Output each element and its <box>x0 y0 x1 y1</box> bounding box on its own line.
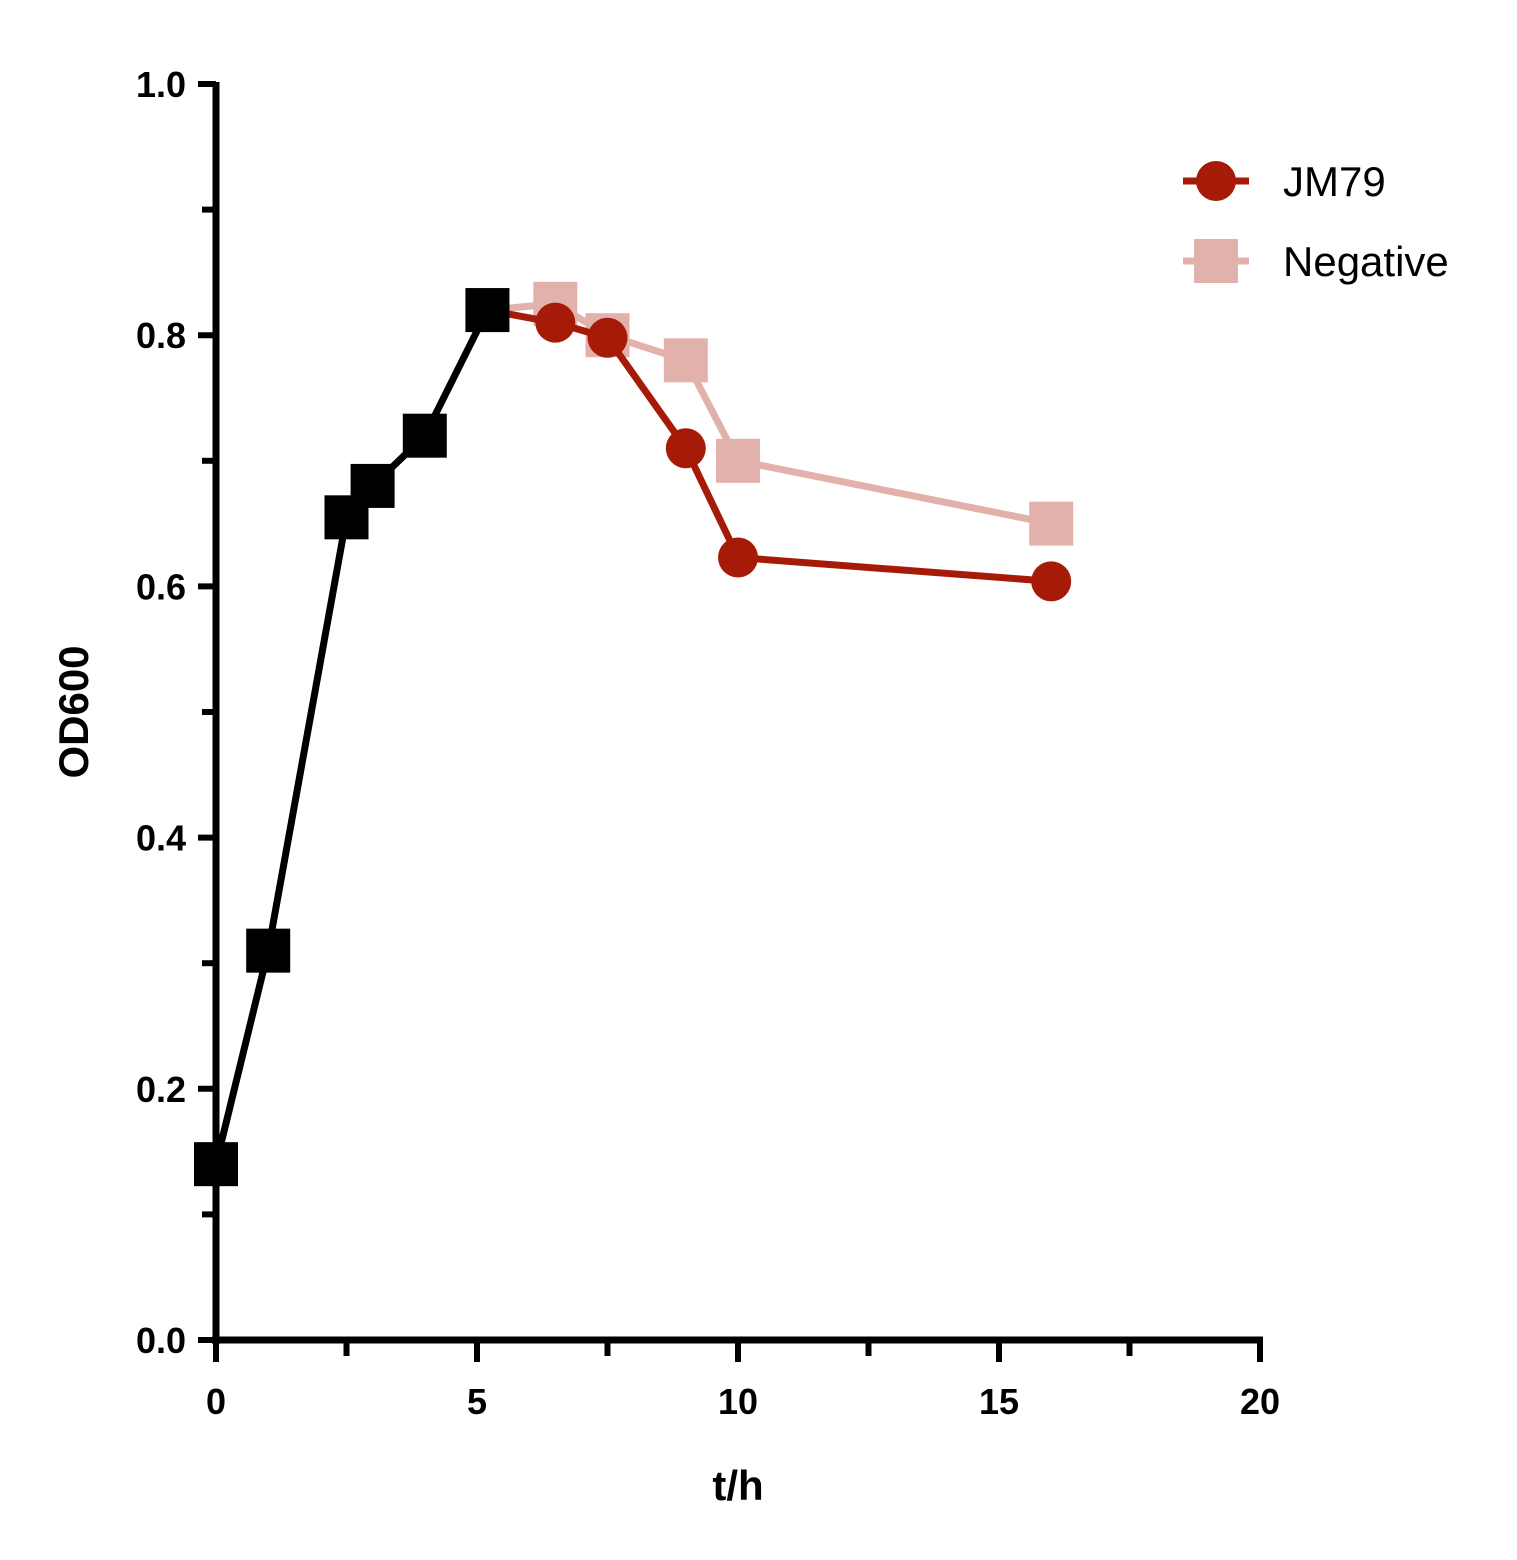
series-line <box>486 306 1052 585</box>
data-point <box>402 413 447 458</box>
data-point <box>535 302 576 343</box>
y-tick-label: 0.4 <box>136 818 186 859</box>
data-point <box>350 463 395 508</box>
data-point <box>465 288 510 333</box>
legend-label: Negative <box>1283 238 1449 285</box>
y-tick-label: 0.0 <box>136 1320 186 1361</box>
data-point <box>246 928 291 973</box>
y-axis-title: OD600 <box>50 645 97 778</box>
y-tick-label: 0.6 <box>136 566 186 607</box>
series-baseline <box>194 288 510 1187</box>
y-tick-label: 0.8 <box>136 315 186 356</box>
series-layer <box>194 281 1074 1187</box>
legend-swatch-marker <box>1196 161 1236 201</box>
x-tick-label: 10 <box>718 1381 758 1422</box>
y-tick-label: 0.2 <box>136 1069 186 1110</box>
series-jm79 <box>467 290 1072 602</box>
x-axis-title: t/h <box>712 1462 763 1509</box>
x-tick-label: 20 <box>1240 1381 1280 1422</box>
legend: JM79 Negative <box>1183 158 1449 285</box>
data-point <box>665 428 706 469</box>
data-point <box>1029 501 1074 546</box>
x-tick-label: 15 <box>979 1381 1019 1422</box>
data-point <box>663 338 708 383</box>
legend-item-negative: Negative <box>1183 238 1449 285</box>
data-point <box>587 317 628 358</box>
x-tick-label: 5 <box>467 1381 487 1422</box>
axes: 0.0 0.2 0.4 0.6 0.8 1.0 0 5 10 15 20 <box>136 64 1280 1422</box>
legend-label: JM79 <box>1283 158 1386 205</box>
data-point <box>716 438 760 483</box>
legend-swatch-marker <box>1194 239 1238 283</box>
legend-item-jm79: JM79 <box>1183 158 1386 205</box>
data-point <box>718 537 758 578</box>
data-point <box>1031 561 1072 602</box>
data-point <box>194 1142 238 1187</box>
x-tick-label: 0 <box>206 1381 226 1422</box>
series-line <box>487 300 1052 528</box>
y-tick-label: 1.0 <box>136 64 186 105</box>
